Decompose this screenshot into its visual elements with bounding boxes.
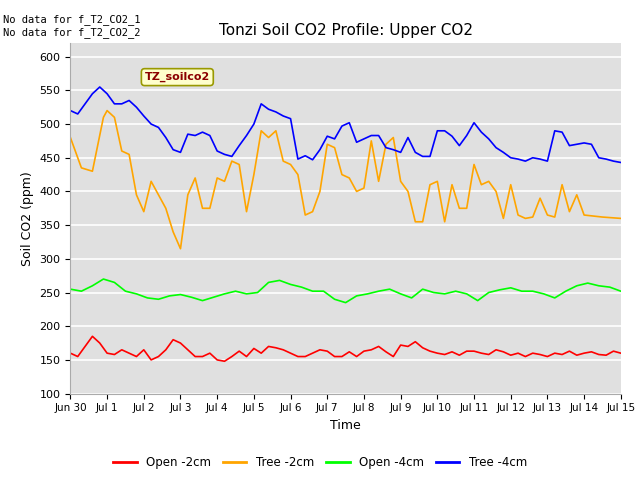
Y-axis label: Soil CO2 (ppm): Soil CO2 (ppm) bbox=[21, 171, 34, 266]
Text: TZ_soilco2: TZ_soilco2 bbox=[145, 72, 210, 82]
Legend: Open -2cm, Tree -2cm, Open -4cm, Tree -4cm: Open -2cm, Tree -2cm, Open -4cm, Tree -4… bbox=[108, 452, 532, 474]
X-axis label: Time: Time bbox=[330, 419, 361, 432]
Title: Tonzi Soil CO2 Profile: Upper CO2: Tonzi Soil CO2 Profile: Upper CO2 bbox=[219, 23, 472, 38]
Text: No data for f_T2_CO2_1
No data for f_T2_CO2_2: No data for f_T2_CO2_1 No data for f_T2_… bbox=[3, 14, 141, 38]
